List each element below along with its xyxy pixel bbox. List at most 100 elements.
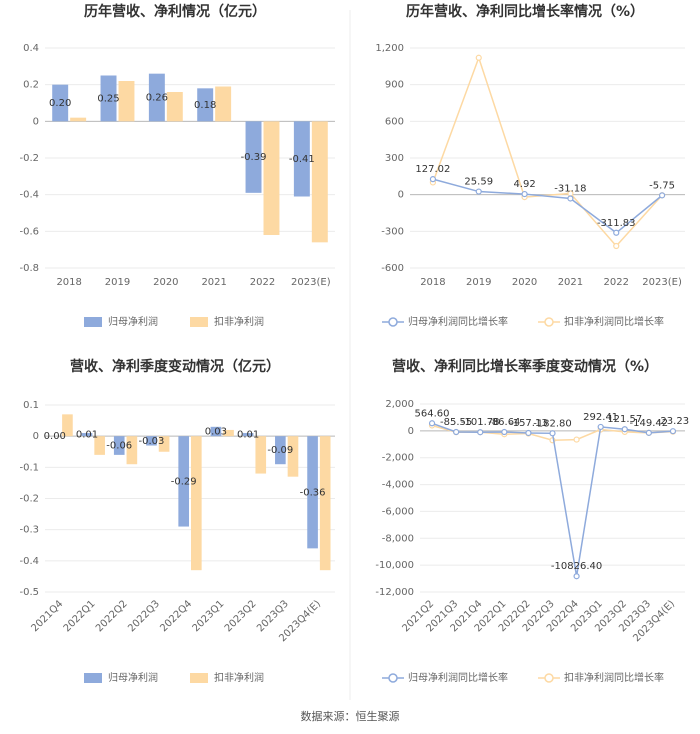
bar [178,436,189,527]
bar [311,121,328,243]
x-tick-label: 2022 [250,277,275,288]
point [645,429,652,436]
value-label: -0.03 [139,436,165,447]
point [573,573,580,580]
chart-title: 历年营收、净利情况（亿元） [84,3,266,20]
y-tick-label: -10,000 [375,560,414,571]
line [431,422,674,577]
bar [287,436,299,477]
bar [263,121,280,235]
y-tick-label: -0.4 [19,556,39,567]
x-tick-label: 2019 [466,277,491,288]
legend-label: 扣非净利润同比增长率 [564,315,664,328]
legend-swatch [544,673,554,683]
bar [223,429,234,437]
chart-title: 历年营收、净利同比增长率情况（%） [406,3,644,20]
bar [118,81,135,122]
bar [146,436,157,446]
y-tick-label: -0.1 [19,462,39,473]
bar [126,436,138,465]
point [501,428,508,436]
value-label: -10826.40 [551,561,602,572]
bar [100,75,117,122]
point [613,242,620,250]
value-label: 564.60 [415,408,450,419]
bar [255,436,267,474]
bar [158,436,170,452]
x-tick-label: 2018 [56,277,81,288]
value-label: 0.20 [49,98,71,109]
y-tick-label: 300 [385,153,404,164]
legend-swatch [388,673,398,683]
bar [70,117,87,122]
legend-swatch [544,317,554,327]
value-label: -311.83 [597,218,636,229]
value-label: 0.18 [194,100,216,111]
bar [319,436,331,571]
y-tick-label: -2,000 [382,453,414,464]
value-label: -0.29 [171,476,197,487]
legend-label: 归母净利润 [108,315,158,328]
point [521,190,528,198]
y-tick-label: 0.2 [23,80,39,91]
point [613,229,620,236]
x-tick-label: 2023(E) [291,277,331,288]
x-tick-label: 2021Q4 [30,598,66,634]
bar [81,433,93,437]
y-tick-label: 0 [398,190,404,201]
y-tick-label: 600 [385,116,404,127]
bar [307,436,318,549]
value-label: 25.59 [464,177,493,188]
y-tick-label: -600 [381,263,404,274]
bar [293,121,310,197]
y-tick-label: -6,000 [382,506,414,517]
bar [166,92,183,122]
x-tick-label: 2021 [558,277,583,288]
x-tick-label: 2018 [420,277,445,288]
y-tick-label: -300 [381,226,404,237]
value-label: -0.36 [300,487,326,498]
y-tick-label: -0.4 [19,190,39,201]
y-tick-label: 0 [408,426,414,437]
y-tick-label: -0.5 [19,587,39,598]
legend-label: 扣非净利润同比增长率 [564,671,664,684]
legend-label: 扣非净利润 [214,315,264,328]
value-label: -101.78 [461,417,500,428]
y-tick-label: -0.2 [19,153,39,164]
value-label: -86.64 [488,417,520,428]
bar [113,436,125,455]
value-label: 121.57 [607,414,642,425]
x-tick-label: 2022Q1 [62,598,98,634]
y-tick-label: -0.6 [19,226,39,237]
x-tick-label: 2021 [201,277,226,288]
legend-swatch [84,317,102,327]
legend-swatch [84,673,102,683]
chart-title: 营收、净利同比增长率季度变动情况（%） [392,358,658,375]
bar [197,88,214,122]
x-tick-label: 2022 [604,277,629,288]
value-label: -23.23 [657,416,689,427]
x-tick-label: 2022Q2 [94,598,130,634]
legend-swatch [190,317,208,327]
point [669,428,677,435]
point [597,423,604,431]
value-label: -157.13 [509,418,548,429]
point [477,429,484,436]
value-label: -85.55 [440,417,472,428]
source: 数据来源：恒生聚源 [301,709,400,723]
y-tick-label: -0.3 [19,525,39,536]
legend-swatch [190,673,208,683]
value-label: -5.75 [649,180,675,191]
point [428,420,436,427]
x-tick-label: 2023Q2 [223,598,259,634]
bar [242,433,254,437]
point [658,192,666,199]
y-tick-label: 0 [33,116,39,127]
value-label: -149.42 [630,418,669,429]
point [475,54,482,61]
value-label: 127.02 [415,164,450,175]
point [453,428,460,436]
line [432,178,663,234]
y-tick-label: -8,000 [382,533,414,544]
y-tick-label: 1,200 [375,43,404,54]
